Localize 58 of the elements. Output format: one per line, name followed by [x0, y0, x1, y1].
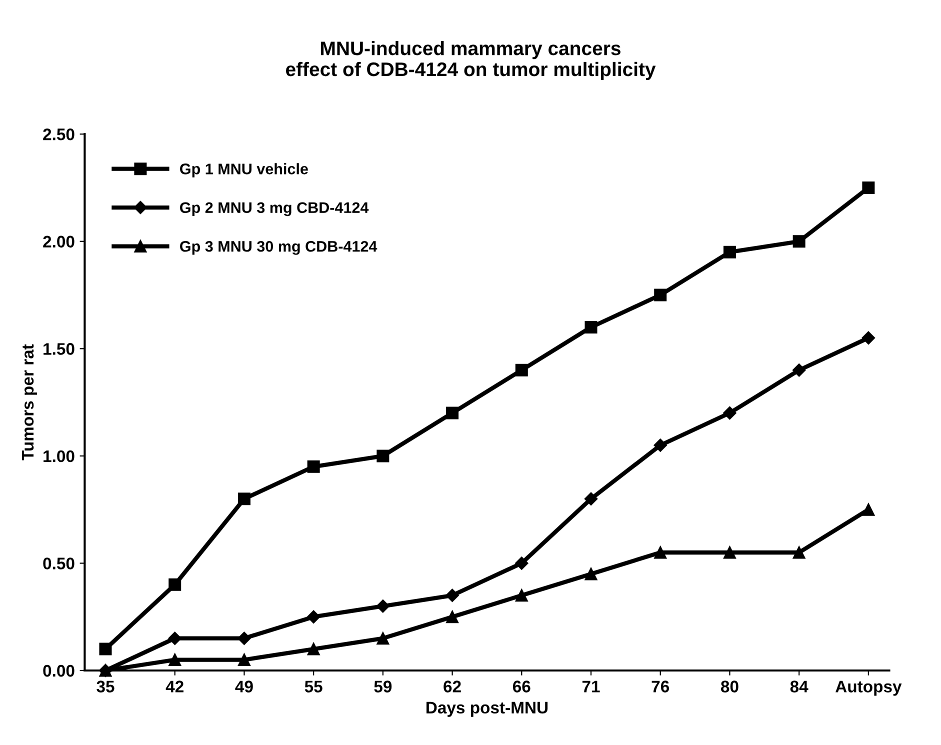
- x-tick-label: 49: [235, 680, 253, 692]
- point: [168, 578, 182, 591]
- point: [654, 438, 667, 452]
- x-tick-label: 59: [374, 680, 392, 692]
- x-tick-label: 76: [652, 680, 670, 692]
- point: [307, 460, 320, 473]
- point: [446, 588, 459, 602]
- x-tick-label: 84: [790, 680, 808, 692]
- point: [99, 642, 112, 656]
- point: [515, 364, 528, 376]
- point: [446, 610, 459, 624]
- chart-title: MNU-induced mammary cancers effect of CDB-4124 on tumor multiplicity: [286, 40, 656, 80]
- point: [792, 235, 806, 248]
- legend-label: Gp 2 MNU 3 mg CBD-4124: [180, 202, 369, 216]
- y-axis-title: Tumors per rat: [22, 344, 37, 460]
- point: [654, 546, 667, 559]
- y-tick-label: 0.50: [43, 558, 74, 570]
- point: [723, 546, 736, 559]
- x-tick-label: 42: [166, 680, 184, 692]
- point: [862, 181, 875, 194]
- point: [238, 654, 250, 666]
- point: [723, 246, 736, 258]
- point: [584, 320, 598, 334]
- point: [376, 600, 390, 613]
- legend-label: Gp 3 MNU 30 mg CDB-4124: [180, 240, 378, 255]
- point: [515, 589, 528, 602]
- point: [654, 288, 667, 302]
- point: [792, 364, 806, 377]
- point: [446, 406, 459, 420]
- point: [584, 492, 598, 506]
- point: [376, 632, 390, 645]
- point: [238, 492, 250, 506]
- y-tick-label: 2.00: [43, 236, 74, 248]
- point: [376, 450, 390, 462]
- point: [862, 331, 876, 345]
- point: [238, 632, 251, 645]
- x-tick-label: 55: [304, 680, 322, 692]
- point: [168, 632, 182, 645]
- point: [792, 546, 806, 559]
- x-tick-label: 80: [720, 680, 738, 692]
- y-tick-label: 1.00: [44, 450, 74, 462]
- x-axis-title: Days post-MNU: [426, 702, 548, 717]
- y-tick-label: 0.00: [43, 664, 74, 677]
- point: [515, 556, 528, 570]
- point: [584, 568, 598, 580]
- x-tick-label: 35: [96, 680, 114, 692]
- x-tick-label: Autopsy: [836, 680, 902, 696]
- point: [723, 406, 736, 420]
- legend-label: Gp 1 MNU vehicle: [180, 163, 308, 178]
- point: [168, 654, 182, 666]
- point: [306, 610, 320, 624]
- y-tick-label: 1.50: [44, 343, 74, 355]
- point: [862, 503, 875, 516]
- x-tick-label: 62: [444, 680, 461, 692]
- x-tick-label: 66: [512, 680, 530, 692]
- x-tick-label: 71: [582, 680, 600, 692]
- point: [307, 642, 320, 656]
- y-tick-label: 2.50: [43, 128, 74, 140]
